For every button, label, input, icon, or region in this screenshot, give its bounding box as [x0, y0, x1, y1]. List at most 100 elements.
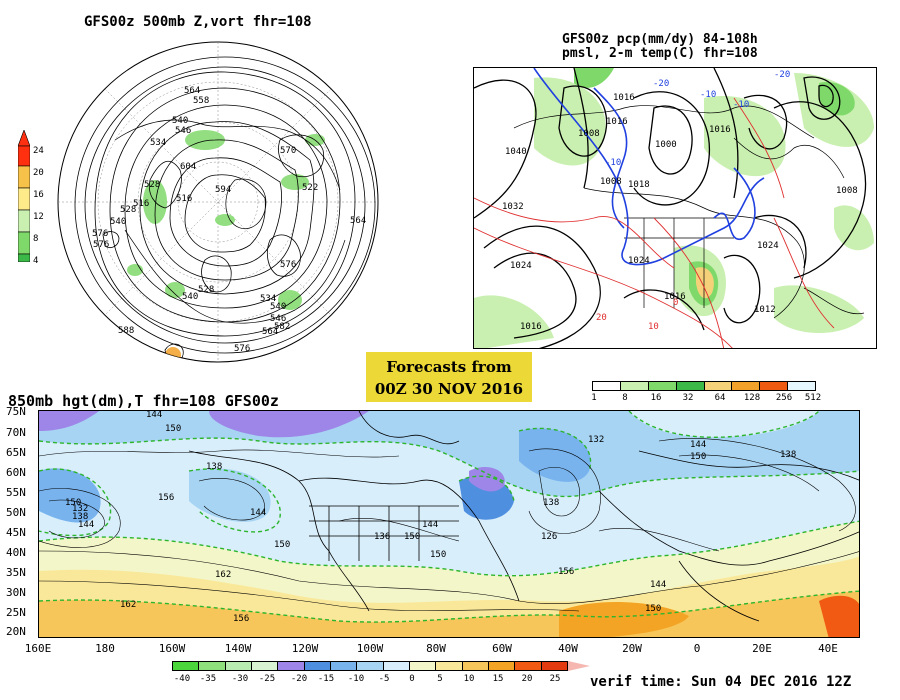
- temp-cb-seg: [304, 662, 331, 670]
- lat-label: 45N: [6, 526, 26, 539]
- precip-isobar-label: 1008: [578, 129, 600, 139]
- lat-label: 60N: [6, 466, 26, 479]
- precip-cb-seg: [704, 382, 733, 390]
- temp-cb-seg: [251, 662, 279, 670]
- precip-isobar-label: 1024: [510, 261, 532, 271]
- nh-panel-title: GFS00z 500mb Z,vort fhr=108: [84, 14, 312, 30]
- precip-cb-seg: [788, 382, 815, 390]
- lon-label: 20E: [752, 642, 772, 655]
- nh-cb-tick: 20: [33, 168, 44, 178]
- temp-cb-tick: -15: [317, 674, 335, 684]
- precip-cb-tick: 16: [650, 393, 662, 403]
- hgt-label: 162: [215, 570, 232, 580]
- nh-contour-label: 534: [260, 294, 277, 304]
- lon-label: 160E: [24, 642, 52, 655]
- nh-contour-label: 528: [144, 180, 161, 190]
- lat-label: 30N: [6, 586, 26, 599]
- precip-temp-label: 20: [596, 313, 607, 323]
- nh-cb-tick: 4: [33, 256, 39, 266]
- lon-label: 40W: [558, 642, 578, 655]
- precip-isobar-label: 1024: [757, 241, 779, 251]
- nh-contour-label: 564: [262, 327, 279, 337]
- lat-label: 40N: [6, 546, 26, 559]
- temp-cb-seg: [488, 662, 516, 670]
- hgt-label: 132: [72, 504, 89, 514]
- lon-label: 20W: [622, 642, 642, 655]
- nh-contour-label: 558: [193, 96, 210, 106]
- banner-line2: 00Z 30 NOV 2016: [374, 380, 524, 398]
- temp-cb-seg: [173, 662, 200, 670]
- nh-contour-label: 528: [198, 285, 215, 295]
- nh-contour-label: 546: [175, 126, 192, 136]
- verif-time: verif time: Sun 04 DEC 2016 12Z: [590, 674, 852, 690]
- precip-isobar-label: 1008: [600, 177, 622, 187]
- temp-cb-tick: -40: [173, 674, 191, 684]
- precip-temp-label: -10: [733, 100, 750, 110]
- temp-cb-tick: -5: [378, 674, 390, 684]
- precip-colorbar: [592, 381, 816, 391]
- nh-contour-label: 522: [302, 183, 319, 193]
- lat-label: 55N: [6, 486, 26, 499]
- nh-contour-label: 588: [118, 326, 135, 336]
- nh-contour-label: 570: [280, 146, 297, 156]
- temp-cb-tick: -20: [290, 674, 308, 684]
- precip-cb-seg: [732, 382, 761, 390]
- hgt-label: 138: [206, 462, 223, 472]
- temp-cb-tick: 20: [521, 674, 533, 684]
- temp-cb-seg: [278, 662, 305, 670]
- nh-cb-tick: 24: [33, 146, 44, 156]
- nh-contour-label: 582: [274, 322, 291, 332]
- lon-label: 120W: [291, 642, 319, 655]
- hgt-label: 138: [543, 498, 560, 508]
- hgt-label: 162: [120, 600, 137, 610]
- temp-cb-tick: 5: [437, 674, 443, 684]
- temp-cb-arrow-right: [568, 661, 590, 671]
- lat-label: 35N: [6, 566, 26, 579]
- temp-cb-tick: -25: [258, 674, 276, 684]
- temp-cb-seg: [357, 662, 384, 670]
- precip-isobar-label: 1016: [606, 117, 628, 127]
- nh-contour-label: 564: [350, 216, 367, 226]
- precip-isobar-label: 1040: [505, 147, 527, 157]
- hgt-label: 156: [233, 614, 250, 624]
- temp-cb-seg: [436, 662, 463, 670]
- hgt-label: 150: [165, 424, 182, 434]
- hgt-label: 150: [645, 604, 662, 614]
- hgt-label: 144: [78, 520, 95, 530]
- temp-cb-seg: [515, 662, 542, 670]
- precip-isobar-label: 1024: [628, 256, 650, 266]
- lat-label: 75N: [6, 405, 26, 418]
- lon-label: 0: [693, 642, 701, 655]
- precip-isobar-label: 1018: [628, 180, 650, 190]
- nh-colorbar: [17, 129, 31, 263]
- hgt-label: 144: [146, 410, 163, 420]
- nh-cb-tick: 16: [33, 190, 44, 200]
- nh-contour-label: 516: [133, 199, 150, 209]
- nh-contour-label: 534: [150, 138, 167, 148]
- nh-contour-label: 576: [234, 344, 251, 354]
- nh-contour-label: 594: [215, 185, 232, 195]
- temp-cb-seg: [383, 662, 410, 670]
- precip-cb-tick: 8: [622, 393, 628, 403]
- lat-label: 25N: [6, 606, 26, 619]
- nh-contour-label: 564: [184, 86, 201, 96]
- precip-cb-seg: [760, 382, 789, 390]
- banner-line1: Forecasts from: [386, 358, 512, 376]
- panel-850-title: 850mb hgt(dm),T fhr=108 GFS00z: [8, 392, 279, 410]
- lon-label: 80W: [426, 642, 446, 655]
- hgt-label: 144: [690, 440, 707, 450]
- precip-isobar-label: 1012: [754, 305, 776, 315]
- hgt-label: 156: [558, 567, 575, 577]
- nh-contour-label: 546: [270, 314, 287, 324]
- precip-cb-seg: [648, 382, 677, 390]
- nh-cb-tick: 8: [33, 234, 39, 244]
- lon-label: 60W: [492, 642, 512, 655]
- precip-cb-seg: [676, 382, 705, 390]
- temp-cb-tick: -30: [231, 674, 249, 684]
- lat-label: 70N: [6, 426, 26, 439]
- precip-panel-title-line2: pmsl, 2-m temp(C) fhr=108: [562, 46, 758, 61]
- temp-cb-tick: 15: [492, 674, 504, 684]
- precip-temp-label: -20: [774, 70, 791, 80]
- nh-contour-label: 576: [280, 260, 297, 270]
- temp-cb-tick: 25: [549, 674, 561, 684]
